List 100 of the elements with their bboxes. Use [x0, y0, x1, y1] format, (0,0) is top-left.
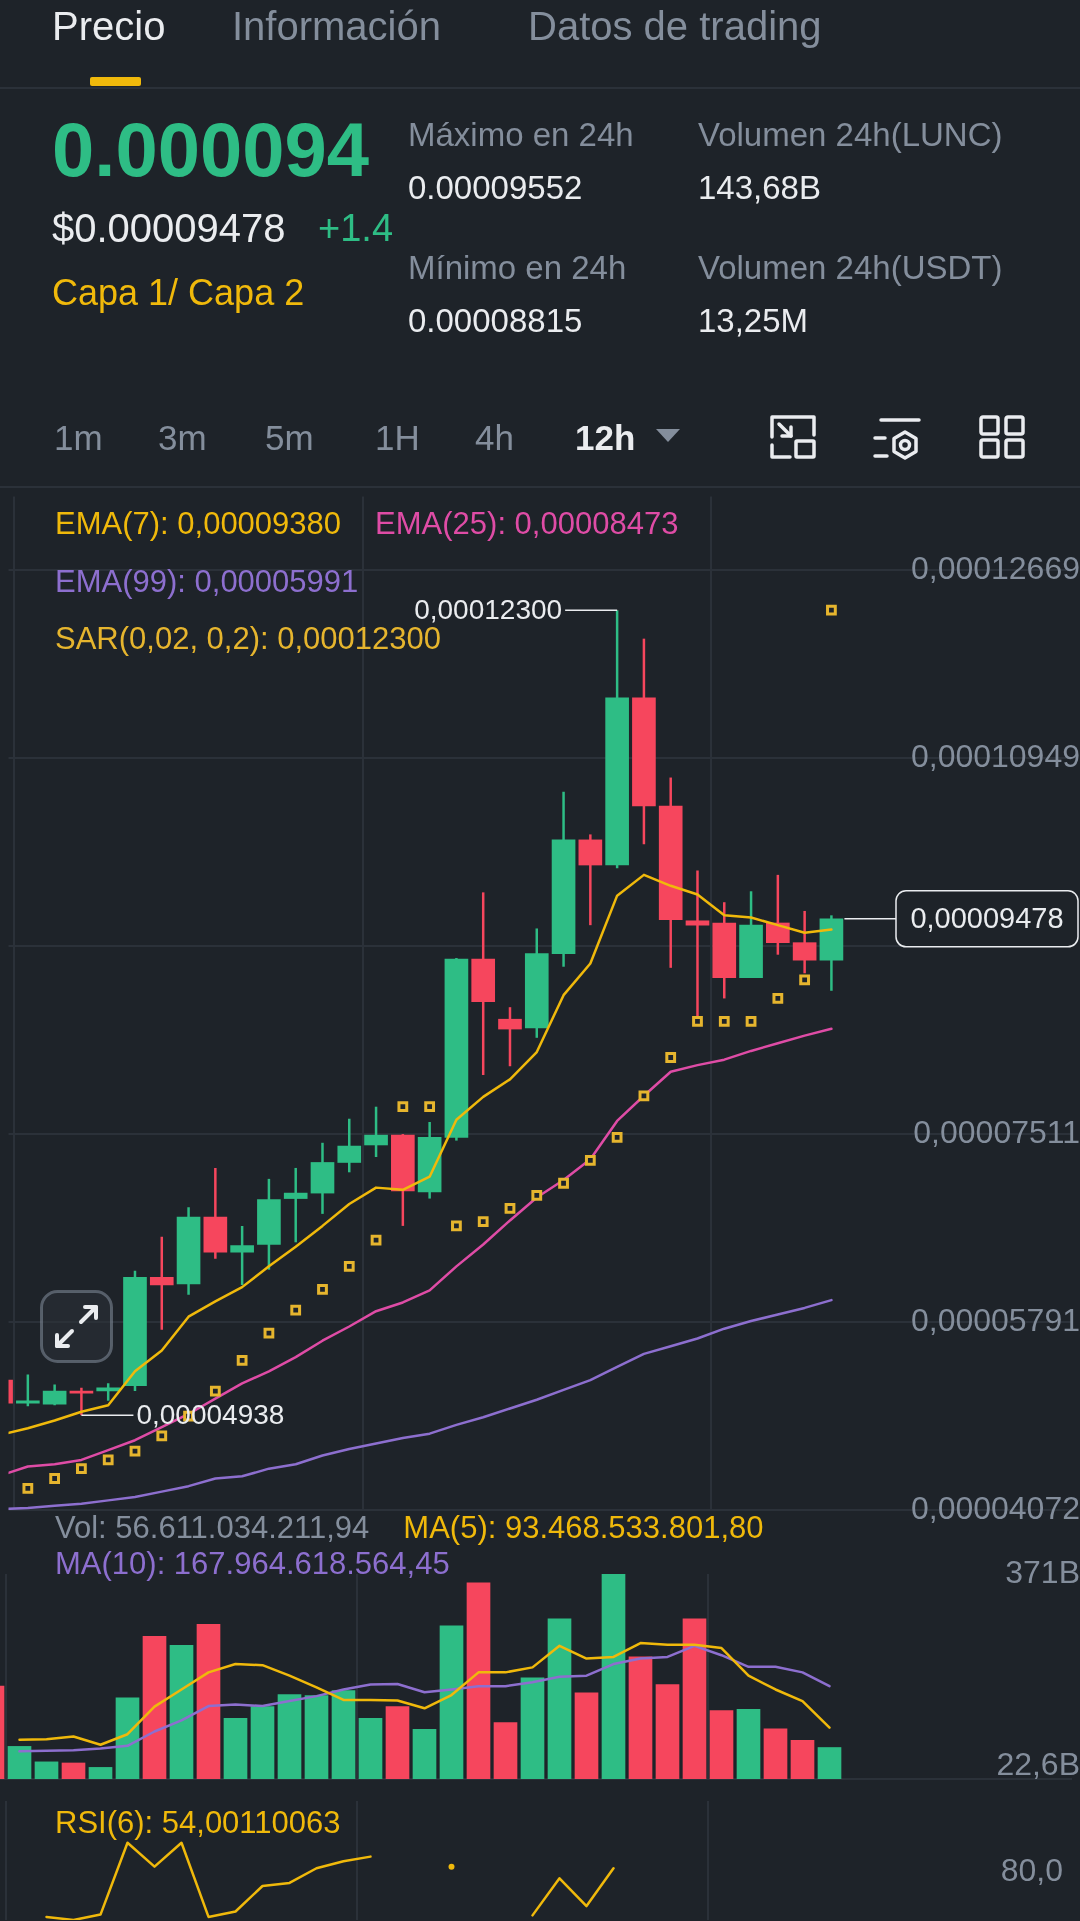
candlestick: [42, 1383, 67, 1407]
point: [263, 1327, 275, 1339]
candlestick: [283, 1166, 308, 1244]
bar: [304, 1695, 329, 1779]
candlestick: [792, 909, 817, 975]
chart-title: Vol: 56.611.034.211,94: [55, 1510, 370, 1546]
point: [558, 1177, 569, 1189]
text: EMA(7): 0,00009380: [55, 506, 342, 542]
point: [772, 993, 784, 1004]
bar: [169, 1644, 194, 1779]
point: [76, 1463, 87, 1475]
text: Volumen 24h(USDT): [698, 248, 1003, 286]
text: Capa 1/ Capa 2: [52, 272, 305, 313]
bar: [223, 1717, 248, 1779]
point: [22, 1482, 34, 1494]
point: [290, 1304, 302, 1316]
candlestick: [498, 1005, 522, 1068]
bar: [682, 1618, 707, 1779]
y-tick-label: 0,00010949: [910, 737, 1080, 774]
bar: [601, 1574, 626, 1779]
point: [451, 1220, 462, 1232]
bar: [61, 1762, 86, 1779]
bar: [385, 1706, 410, 1779]
bar: [439, 1625, 464, 1779]
point: [477, 1216, 489, 1227]
y-tick-label: 371B: [1005, 1553, 1080, 1590]
point: [343, 1260, 355, 1272]
bar: [790, 1739, 815, 1779]
bar: [547, 1618, 572, 1779]
point: [745, 1016, 757, 1027]
text: Volumen 24h(LUNC): [698, 115, 1003, 153]
point: [102, 1454, 114, 1466]
point: [504, 1203, 516, 1214]
point: [317, 1283, 328, 1295]
bar: [736, 1709, 761, 1779]
candlestick: [149, 1235, 174, 1332]
bar: [817, 1747, 842, 1779]
point: [665, 1052, 677, 1063]
text: 0.000094: [52, 107, 369, 192]
point: [370, 1234, 382, 1246]
candlestick: [69, 1386, 94, 1417]
text: 1H: [375, 417, 420, 457]
bar: [196, 1623, 221, 1779]
text: Precio: [52, 4, 166, 48]
bar: [250, 1706, 275, 1779]
text: 143,68B: [698, 168, 821, 206]
bar: [277, 1694, 302, 1779]
bar: [763, 1728, 788, 1779]
text: Datos de trading: [528, 4, 822, 48]
y-tick-label: 22,6B: [996, 1746, 1080, 1783]
y-tick-label: 0,00005791: [910, 1301, 1080, 1338]
text: +1.4: [318, 207, 394, 249]
point: [129, 1445, 141, 1457]
text: 12h: [575, 417, 636, 457]
text: MA(10): 167.964.618.564,45: [55, 1545, 450, 1582]
text: Información: [232, 4, 441, 48]
bar: [331, 1690, 356, 1779]
bar: [34, 1761, 59, 1779]
bar: [655, 1684, 680, 1779]
point: [424, 1101, 436, 1113]
point: [531, 1189, 543, 1201]
text: 13,25M: [698, 301, 809, 339]
bar: [709, 1710, 734, 1779]
text: MA(5): 93.468.533.801,80: [403, 1510, 764, 1546]
text: Mínimo en 24h: [408, 248, 627, 286]
chart-title: RSI(6): 54,00110063: [55, 1804, 341, 1840]
text: EMA(99): 0,00005991: [55, 563, 359, 600]
y-tick-label: 0,00004072: [910, 1489, 1080, 1526]
bar: [115, 1697, 140, 1779]
y-tick-label: 0,00012669: [910, 549, 1080, 586]
point: [156, 1430, 168, 1442]
text: 0.00008815: [408, 301, 583, 339]
point: [799, 974, 811, 986]
bar: [88, 1767, 113, 1779]
point: [638, 1090, 650, 1102]
text: 0.00009552: [408, 168, 583, 206]
point: [209, 1385, 221, 1397]
bar: [358, 1717, 383, 1779]
candlestick: [364, 1105, 388, 1159]
bar: [520, 1677, 545, 1779]
bar: [574, 1692, 599, 1779]
bar: [412, 1728, 437, 1779]
y-tick-label: 0,00007511: [913, 1113, 1080, 1150]
point: [718, 1016, 730, 1027]
point: [236, 1355, 248, 1366]
text: EMA(25): 0,00008473: [375, 506, 679, 542]
point: [397, 1101, 409, 1113]
text: 1m: [54, 417, 103, 457]
annotation: 0,00012300: [414, 593, 563, 625]
text: 5m: [265, 417, 314, 457]
text: 0,00009478: [910, 901, 1064, 934]
point: [49, 1473, 61, 1484]
point: [584, 1154, 596, 1166]
text: 80,0: [1000, 1852, 1063, 1888]
text: $0.00009478: [52, 206, 286, 250]
bar: [466, 1582, 491, 1779]
text: 3m: [158, 417, 207, 457]
text: 4h: [475, 417, 514, 457]
point: [826, 604, 837, 616]
candlestick: [337, 1117, 362, 1174]
